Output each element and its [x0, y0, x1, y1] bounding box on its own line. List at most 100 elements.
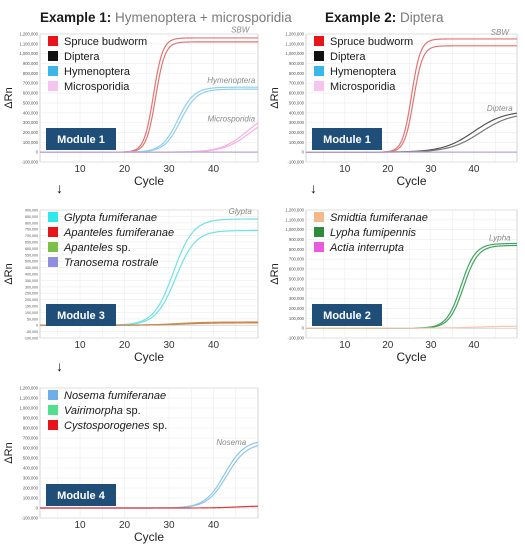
y-tick-label: 300,000 [289, 296, 305, 301]
y-tick-label: 650,000 [25, 241, 38, 245]
y-tick-label: 1,100,000 [19, 41, 38, 46]
y-tick-label: 450,000 [25, 266, 38, 270]
y-tick-label: 1,200,000 [285, 32, 304, 37]
legend-name: Diptera [64, 51, 100, 63]
x-tick-label: 20 [119, 520, 131, 531]
legend-entry: Tranosema rostrale [64, 257, 159, 269]
y-tick-label: 800,000 [23, 71, 39, 76]
y-tick-label: -100,000 [287, 160, 304, 165]
series-line-3 [40, 505, 259, 509]
y-tick-label: 300,000 [289, 120, 305, 125]
x-axis-label: Cycle [134, 174, 164, 188]
chart-panel-3: -100,000 -50,000 0 50,000 100,000 150,000 200,… [0, 206, 262, 368]
y-tick-label: 400,000 [23, 110, 39, 115]
legend-name: Glypta fumiferanae [64, 212, 157, 224]
legend-swatch [48, 420, 58, 430]
y-tick-label: 500,000 [23, 100, 39, 105]
legend-swatch [48, 66, 58, 76]
y-tick-label: 250,000 [25, 292, 38, 296]
y-tick-label: 1,100,000 [285, 41, 304, 46]
example-2-title: Example 2: Diptera [325, 10, 444, 25]
y-tick-label: 0 [36, 506, 39, 511]
legend-entry: Vairimorpha sp. [64, 405, 141, 417]
x-tick-label: 10 [74, 340, 86, 351]
y-tick-label: 900,000 [23, 416, 39, 421]
y-tick-label: 700,000 [23, 436, 39, 441]
x-tick-label: 30 [163, 164, 175, 175]
legend-entry: Cystosporogenes sp. [64, 420, 167, 432]
y-tick-label: 100,000 [25, 311, 38, 315]
y-tick-label: 150,000 [25, 305, 38, 309]
x-tick-label: 30 [163, 520, 175, 531]
legend-name: Spruce budworm [330, 36, 413, 48]
x-tick-label: 30 [425, 340, 437, 351]
x-axis-label: Cycle [134, 350, 164, 364]
y-tick-label: 100,000 [23, 140, 39, 145]
series-annotation: Hymenoptera [207, 76, 256, 85]
series-annotation: SBW [231, 26, 251, 35]
y-axis-label: ΔRn [3, 442, 15, 463]
module-badge [312, 304, 382, 326]
legend-suffix: sp. [113, 242, 131, 254]
legend-name: Diptera [330, 51, 366, 63]
y-tick-label: -100,000 [21, 516, 38, 521]
y-tick-label: 1,200,000 [19, 386, 38, 391]
x-tick-label: 20 [382, 164, 394, 175]
chart-panel-4: -100,000 0 100,000 200,000 300,000 400,000 500… [266, 206, 521, 368]
series-annotation: Microsporidia [208, 115, 256, 124]
x-axis-label: Cycle [396, 350, 426, 364]
y-tick-label: 900,000 [23, 61, 39, 66]
x-tick-label: 40 [208, 340, 220, 351]
legend-name: Hymenoptera [330, 66, 397, 78]
y-tick-label: 300,000 [23, 476, 39, 481]
y-tick-label: 0 [36, 150, 39, 155]
legend-name: Apanteles fumiferanae [63, 227, 174, 239]
series-annotation: Diptera [487, 104, 513, 113]
legend-swatch [48, 36, 58, 46]
y-tick-label: 100,000 [23, 496, 39, 501]
y-tick-label: 900,000 [289, 61, 305, 66]
y-tick-label: 600,000 [289, 267, 305, 272]
x-tick-label: 20 [382, 340, 394, 351]
x-tick-label: 10 [339, 340, 351, 351]
y-tick-label: -100,000 [21, 160, 38, 165]
y-tick-label: -100,000 [24, 337, 38, 341]
amplification-chart-2: -100,000 0 100,000 200,000 300,000 400,000 500… [269, 28, 518, 188]
legend-name: Smidtia fumiferanae [330, 212, 428, 224]
y-tick-label: 700,000 [25, 234, 38, 238]
legend-entry: Diptera [330, 51, 366, 63]
down-arrow-icon-1: ↓ [56, 180, 63, 196]
series-annotation: Lypha [489, 234, 511, 243]
x-tick-label: 30 [425, 164, 437, 175]
legend-entry: Lypha fumipennis [330, 227, 417, 239]
legend-name: Tranosema rostrale [64, 257, 159, 269]
y-tick-label: 400,000 [289, 110, 305, 115]
y-tick-label: -50,000 [26, 330, 38, 334]
legend-swatch [314, 212, 324, 222]
module-label: Module 4 [57, 490, 106, 502]
x-tick-label: 10 [339, 164, 351, 175]
y-tick-label: 1,000,000 [19, 51, 38, 56]
y-tick-label: 1,000,000 [285, 51, 304, 56]
x-tick-label: 40 [208, 520, 220, 531]
legend-name: Vairimorpha [64, 405, 123, 417]
y-tick-label: 800,000 [289, 71, 305, 76]
y-tick-label: 600,000 [289, 91, 305, 96]
legend-entry: Hymenoptera [330, 66, 397, 78]
legend-entry: Diptera [64, 51, 100, 63]
y-axis-label: ΔRn [3, 87, 15, 108]
y-tick-label: 200,000 [25, 298, 38, 302]
example-1-bold: Example 1: [40, 10, 112, 25]
y-tick-label: 700,000 [289, 257, 305, 262]
legend-swatch [314, 36, 324, 46]
y-axis-label: ΔRn [269, 87, 281, 108]
legend-swatch [48, 257, 58, 267]
x-tick-label: 40 [208, 164, 220, 175]
legend-swatch [314, 51, 324, 61]
y-tick-label: 900,000 [289, 237, 305, 242]
y-tick-label: 400,000 [25, 273, 38, 277]
y-tick-label: 500,000 [25, 260, 38, 264]
module-badge [46, 304, 116, 326]
legend-swatch [314, 66, 324, 76]
module-badge [46, 484, 116, 506]
